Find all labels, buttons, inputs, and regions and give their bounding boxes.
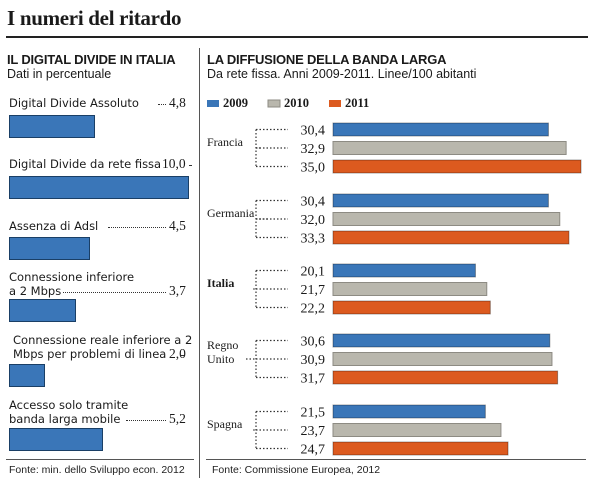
value-label: 24,7 bbox=[301, 443, 326, 458]
bar-2009 bbox=[332, 333, 551, 348]
left-leader-line bbox=[107, 227, 166, 228]
left-bar bbox=[9, 115, 96, 138]
left-source: Fonte: min. dello Sviluppo econ. 2012 bbox=[9, 464, 185, 476]
left-category-label: Connessione inferiore a 2 Mbps bbox=[9, 270, 135, 298]
right-panel-title: LA DIFFUSIONE DELLA BANDA LARGA bbox=[207, 52, 447, 67]
right-footer-rule bbox=[206, 459, 586, 460]
legend-swatch bbox=[329, 100, 341, 107]
left-category-label: Digital Divide da rete fissa bbox=[9, 157, 162, 171]
left-leader-line bbox=[180, 355, 183, 356]
value-label: 30,6 bbox=[301, 335, 326, 350]
right-source: Fonte: Commissione Europea, 2012 bbox=[212, 464, 381, 476]
left-footer-rule bbox=[6, 459, 194, 460]
value-label: 20,1 bbox=[301, 265, 326, 280]
bar-2010 bbox=[332, 141, 567, 155]
left-leader-line bbox=[126, 420, 166, 421]
left-category-label: Digital Divide Assoluto bbox=[9, 96, 139, 110]
left-value-label: 3,7 bbox=[169, 283, 186, 298]
left-value-label: 10,0 bbox=[162, 156, 186, 171]
bar-2011 bbox=[332, 230, 570, 245]
bar-2011 bbox=[332, 300, 491, 315]
bar-2009 bbox=[332, 193, 549, 208]
value-label: 35,0 bbox=[301, 161, 326, 176]
left-value-label: 4,5 bbox=[169, 218, 186, 233]
bar-2011 bbox=[332, 159, 582, 174]
left-value-label: 4,8 bbox=[169, 95, 186, 110]
left-category-label: Connessione reale inferiore a 2 Mbps per … bbox=[13, 333, 193, 361]
legend-label: 2011 bbox=[345, 96, 369, 110]
left-value-label: 2,0 bbox=[169, 346, 186, 361]
value-label: 33,3 bbox=[301, 232, 326, 247]
left-bar bbox=[9, 237, 90, 260]
value-label: 30,4 bbox=[301, 124, 326, 139]
left-bar bbox=[9, 364, 45, 387]
bar-2010 bbox=[332, 423, 502, 437]
bar-2010 bbox=[332, 352, 553, 366]
value-label: 32,0 bbox=[301, 213, 326, 228]
left-value-label: 5,2 bbox=[169, 411, 186, 426]
country-label: Italia bbox=[207, 276, 234, 290]
left-leader-line bbox=[63, 292, 166, 293]
bar-2009 bbox=[332, 122, 549, 137]
legend-label: 2009 bbox=[223, 96, 248, 110]
panel-divider bbox=[199, 48, 200, 478]
value-label: 32,9 bbox=[301, 142, 326, 157]
right-panel-subtitle: Da rete fissa. Anni 2009-2011. Linee/100… bbox=[207, 67, 477, 81]
legend-swatch bbox=[267, 99, 281, 108]
left-category-label: Assenza di Adsl bbox=[9, 219, 99, 233]
title-rule bbox=[6, 36, 588, 38]
bar-2010 bbox=[332, 282, 488, 296]
left-category-label: Accesso solo tramite banda larga mobile bbox=[9, 398, 129, 426]
left-panel-title: IL DIGITAL DIVIDE IN ITALIA bbox=[7, 52, 176, 67]
bar-2011 bbox=[332, 370, 559, 385]
legend-label: 2010 bbox=[284, 96, 309, 110]
left-bar bbox=[9, 428, 103, 451]
value-label: 23,7 bbox=[301, 424, 326, 439]
bar-2011 bbox=[332, 441, 509, 456]
country-label: Germania bbox=[207, 206, 255, 220]
bar-2010 bbox=[332, 212, 561, 226]
left-leader-line bbox=[157, 104, 166, 105]
legend-swatch bbox=[207, 100, 219, 107]
country-label: Spagna bbox=[207, 417, 243, 431]
value-label: 21,5 bbox=[301, 406, 326, 421]
value-label: 31,7 bbox=[301, 372, 326, 387]
left-bar bbox=[9, 176, 189, 199]
left-panel-subtitle: Dati in percentuale bbox=[7, 67, 112, 81]
value-label: 30,4 bbox=[301, 195, 326, 210]
value-label: 21,7 bbox=[301, 283, 326, 298]
value-label: 22,2 bbox=[301, 302, 326, 317]
country-label: Francia bbox=[207, 135, 244, 149]
main-title: I numeri del ritardo bbox=[7, 6, 182, 30]
value-label: 30,9 bbox=[301, 353, 326, 368]
country-label: Unito bbox=[207, 352, 234, 366]
bar-2009 bbox=[332, 404, 486, 419]
bar-2009 bbox=[332, 263, 476, 278]
country-label: Regno bbox=[207, 338, 238, 352]
left-leader-line bbox=[189, 165, 192, 166]
left-bar bbox=[9, 299, 76, 322]
